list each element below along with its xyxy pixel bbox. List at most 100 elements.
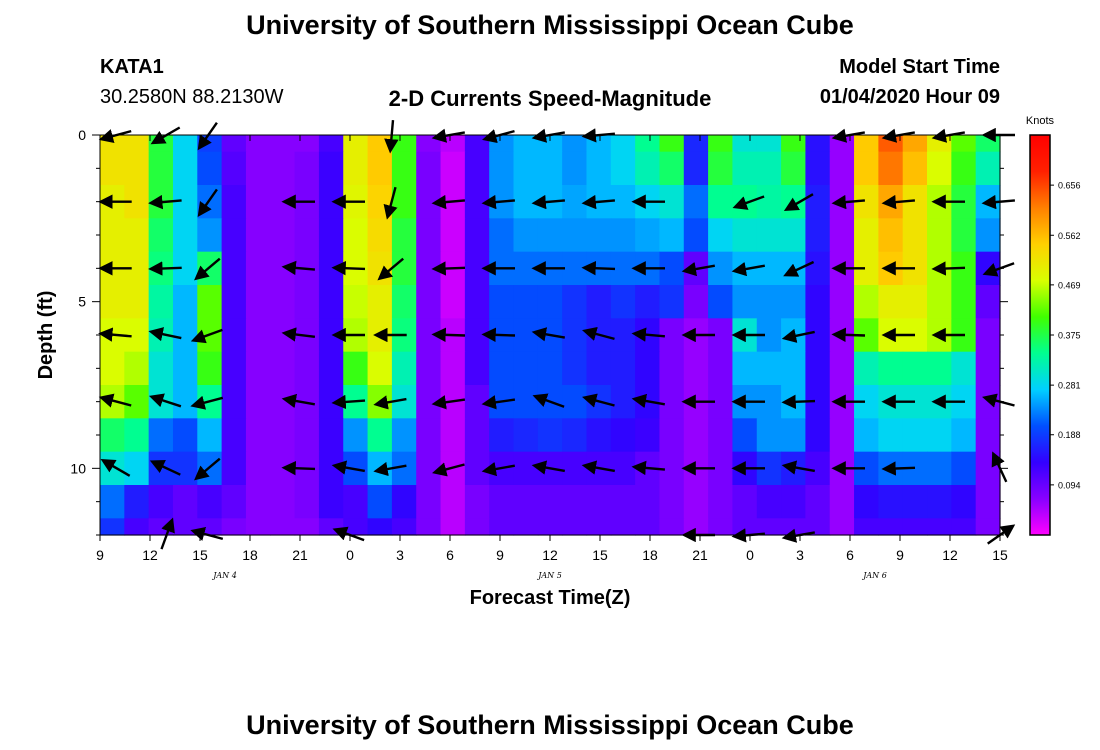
heatmap-cell: [610, 151, 636, 186]
current-arrow: [582, 326, 615, 341]
heatmap-cell: [343, 218, 369, 253]
heatmap-cell: [635, 485, 661, 519]
current-arrow: [931, 261, 966, 276]
heatmap-cell: [708, 185, 734, 219]
current-arrow: [631, 327, 666, 342]
current-arrow: [431, 395, 466, 410]
heatmap-cell: [854, 518, 879, 536]
heatmap-cell: [197, 485, 223, 519]
heatmap-cell: [756, 351, 782, 386]
heatmap-cell: [756, 285, 782, 319]
heatmap-cell: [464, 418, 490, 453]
heatmap-cell: [927, 218, 952, 253]
chart-subtitle: 2-D Currents Speed-Magnitude: [388, 86, 712, 111]
heatmap-cell: [683, 518, 709, 536]
day-label: JAN 5: [536, 571, 562, 580]
current-arrow: [581, 194, 616, 210]
current-arrow: [431, 261, 466, 276]
heatmap-cell: [440, 418, 466, 453]
heatmap-cell: [708, 251, 734, 286]
x-tick-label: 6: [846, 547, 854, 563]
heatmap-cell: [902, 485, 928, 519]
x-tick-label: 0: [346, 547, 354, 563]
heatmap-cell: [148, 351, 174, 386]
heatmap-cell: [756, 251, 782, 286]
heatmap-cell: [367, 251, 393, 286]
heatmap-cell: [951, 451, 977, 486]
heatmap-cell: [100, 285, 125, 319]
y-axis-label: Depth (ft): [35, 291, 57, 380]
heatmap-cell: [683, 351, 709, 386]
heatmap-cell: [951, 151, 977, 186]
heatmap-cell: [562, 135, 588, 153]
heatmap-cell: [610, 318, 636, 353]
x-tick-label: 12: [942, 547, 958, 563]
heatmap-cell: [245, 151, 271, 186]
heatmap-cell: [951, 485, 977, 519]
heatmap-cell: [343, 351, 369, 386]
heatmap-cell: [513, 185, 539, 219]
heatmap-cell: [854, 135, 879, 153]
heatmap-cell: [732, 285, 758, 319]
current-arrow: [582, 393, 615, 408]
heatmap-cell: [781, 185, 806, 219]
heatmap-cell: [610, 518, 636, 536]
heatmap-cell: [975, 285, 1001, 319]
heatmap-cell: [294, 418, 320, 453]
station-id: KATA1: [100, 56, 164, 78]
heatmap-cell: [513, 418, 539, 453]
current-arrow: [581, 261, 616, 276]
heatmap-cell: [975, 151, 1001, 186]
heatmap-cell: [659, 518, 685, 536]
heatmap-cell: [902, 418, 928, 453]
heatmap-cell: [781, 151, 806, 186]
heatmap-cell: [756, 185, 782, 219]
heatmap-cell: [416, 385, 442, 419]
heatmap-cell: [270, 518, 296, 536]
heatmap-cell: [270, 151, 296, 186]
heatmap-cell: [635, 218, 661, 253]
heatmap-cell: [367, 485, 393, 519]
heatmap-cell: [172, 485, 198, 519]
current-arrow: [481, 327, 516, 343]
current-arrow: [98, 327, 132, 342]
heatmap-cell: [245, 285, 271, 319]
heatmap-cell: [416, 451, 442, 486]
day-label: JAN 6: [861, 571, 887, 580]
heatmap-cell: [537, 285, 563, 319]
current-arrow: [531, 327, 566, 342]
current-arrow: [148, 261, 182, 276]
y-tick-label: 5: [78, 294, 86, 310]
heatmap-cell: [148, 151, 174, 186]
heatmap-cell: [708, 485, 734, 519]
heatmap-cell: [708, 518, 734, 536]
heatmap-cell: [659, 151, 685, 186]
heatmap-cell: [975, 518, 1001, 536]
heatmap-cell: [659, 285, 685, 319]
heatmap-cell: [440, 285, 466, 319]
heatmap-cell: [854, 218, 879, 253]
heatmap-cell: [221, 251, 247, 286]
heatmap-cell: [781, 218, 806, 253]
heatmap-cell: [294, 135, 320, 153]
heatmap-cell: [197, 285, 223, 319]
heatmap-cell: [221, 285, 247, 319]
heatmap-cell: [221, 318, 247, 353]
heatmap-cell: [343, 151, 369, 186]
heatmap-cell: [124, 418, 150, 453]
heatmap-cell: [100, 151, 125, 186]
current-arrow: [190, 328, 223, 344]
heatmap-cell: [464, 351, 490, 386]
heatmap-cell: [878, 218, 904, 253]
heatmap-cell: [562, 185, 588, 219]
colorbar-tick-label: 0.562: [1058, 231, 1081, 241]
y-tick-label: 10: [70, 460, 86, 476]
heatmap-cell: [100, 218, 125, 253]
heatmap-cell: [318, 518, 344, 536]
heatmap-cell: [635, 135, 661, 153]
heatmap-cell: [343, 418, 369, 453]
heatmap-cell: [294, 218, 320, 253]
heatmap-cell: [829, 285, 855, 319]
heatmap-cell: [221, 135, 247, 153]
